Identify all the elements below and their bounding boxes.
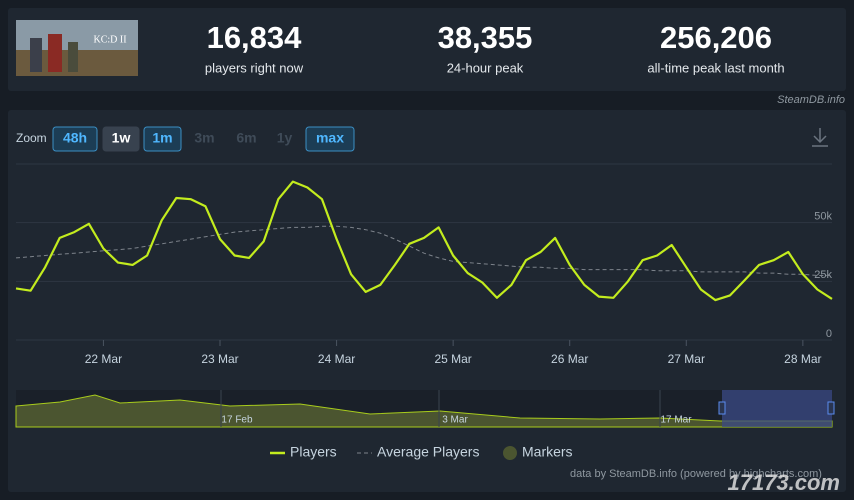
footer: data by SteamDB.info (powered by highcha…: [570, 468, 822, 480]
zoom-button[interactable]: [102, 126, 140, 152]
legend-label[interactable]: Average Players: [377, 444, 479, 460]
navigator-label: 17 Feb: [221, 415, 253, 426]
navigator-label: 3 Mar: [442, 415, 468, 426]
y-tick-label: 50k: [814, 211, 832, 223]
x-tick-label: 28 Mar: [784, 352, 821, 366]
stat-label: 24-hour peak: [447, 60, 524, 75]
legend-swatch: [503, 446, 517, 460]
watermark: 17173.com: [727, 470, 840, 495]
x-tick-label: 24 Mar: [318, 352, 355, 366]
y-tick-label: 25k: [814, 269, 832, 281]
stat-label: all-time peak last month: [647, 60, 784, 75]
zoom-button-label[interactable]: 1w: [112, 130, 131, 146]
zoom-button[interactable]: [143, 126, 182, 152]
stat-value: 38,355: [438, 20, 533, 55]
legend-label[interactable]: Players: [290, 444, 337, 460]
x-tick-label: 22 Mar: [85, 352, 122, 366]
stat-label: players right now: [205, 60, 304, 75]
navigator-label: 17 Mar: [660, 415, 692, 426]
x-tick-label: 27 Mar: [668, 352, 705, 366]
zoom-button-label[interactable]: 48h: [63, 130, 87, 146]
zoom-button-label[interactable]: 3m: [194, 130, 214, 146]
stat-value: 256,206: [660, 20, 772, 55]
download-icon[interactable]: [812, 128, 828, 147]
game-thumbnail: KC:D II: [16, 20, 138, 76]
stats-card: [8, 8, 846, 91]
stat-value: 16,834: [207, 20, 303, 55]
navigator[interactable]: [15, 390, 835, 428]
svg-text:KC:D II: KC:D II: [93, 34, 126, 45]
x-tick-label: 26 Mar: [551, 352, 588, 366]
chart-card: [8, 110, 846, 492]
zoom-button-label[interactable]: 1y: [277, 130, 293, 146]
legend-label[interactable]: Markers: [522, 444, 573, 460]
zoom-button-label[interactable]: max: [316, 130, 344, 146]
zoom-label: Zoom: [16, 131, 47, 145]
zoom-button-label[interactable]: 1m: [152, 130, 172, 146]
x-tick-label: 25 Mar: [434, 352, 471, 366]
credit: SteamDB.info: [777, 94, 845, 106]
zoom-button[interactable]: [52, 126, 98, 152]
zoom-button[interactable]: [305, 126, 355, 152]
series-line: [15, 180, 833, 302]
zoom-button-label[interactable]: 6m: [236, 130, 256, 146]
y-tick-label: 0: [826, 328, 832, 340]
x-tick-label: 23 Mar: [201, 352, 238, 366]
